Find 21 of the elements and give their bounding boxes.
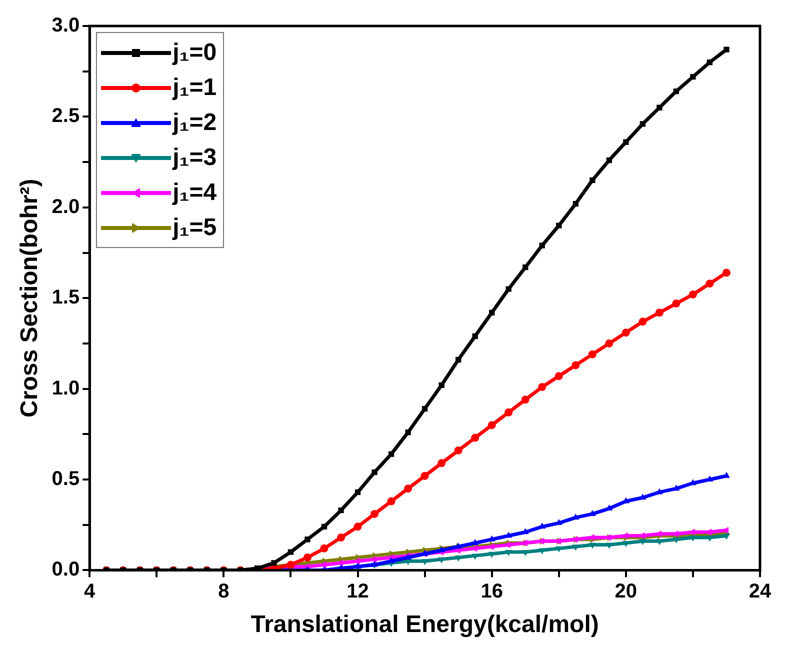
x-axis-title: Translational Energy(kcal/mol) <box>250 611 599 638</box>
x-tick-label: 12 <box>346 580 369 603</box>
y-tick-label: 0.0 <box>52 558 80 581</box>
y-tick-label: 0.5 <box>52 468 80 490</box>
y-tick-label: 3.0 <box>52 14 80 37</box>
x-tick-label: 24 <box>748 580 772 603</box>
y-tick-label: 2.5 <box>52 105 80 128</box>
legend-label: j₁=3 <box>172 144 217 172</box>
legend-label: j₁=2 <box>172 108 217 136</box>
legend-label: j₁=4 <box>172 178 217 206</box>
y-tick-label: 1.0 <box>52 377 80 400</box>
y-tick-label: 1.5 <box>52 286 80 309</box>
y-axis-title: Cross Section(bohr²) <box>16 178 44 418</box>
legend-label: j₁=1 <box>172 74 217 102</box>
x-tick-label: 8 <box>218 580 230 603</box>
legend-label: j₁=5 <box>172 214 217 242</box>
x-tick-label: 20 <box>614 580 638 603</box>
x-tick-label: 16 <box>480 580 503 603</box>
y-tick-label: 2.0 <box>52 196 80 218</box>
legend-label: j₁=0 <box>172 38 217 66</box>
x-tick-label: 4 <box>84 580 96 603</box>
